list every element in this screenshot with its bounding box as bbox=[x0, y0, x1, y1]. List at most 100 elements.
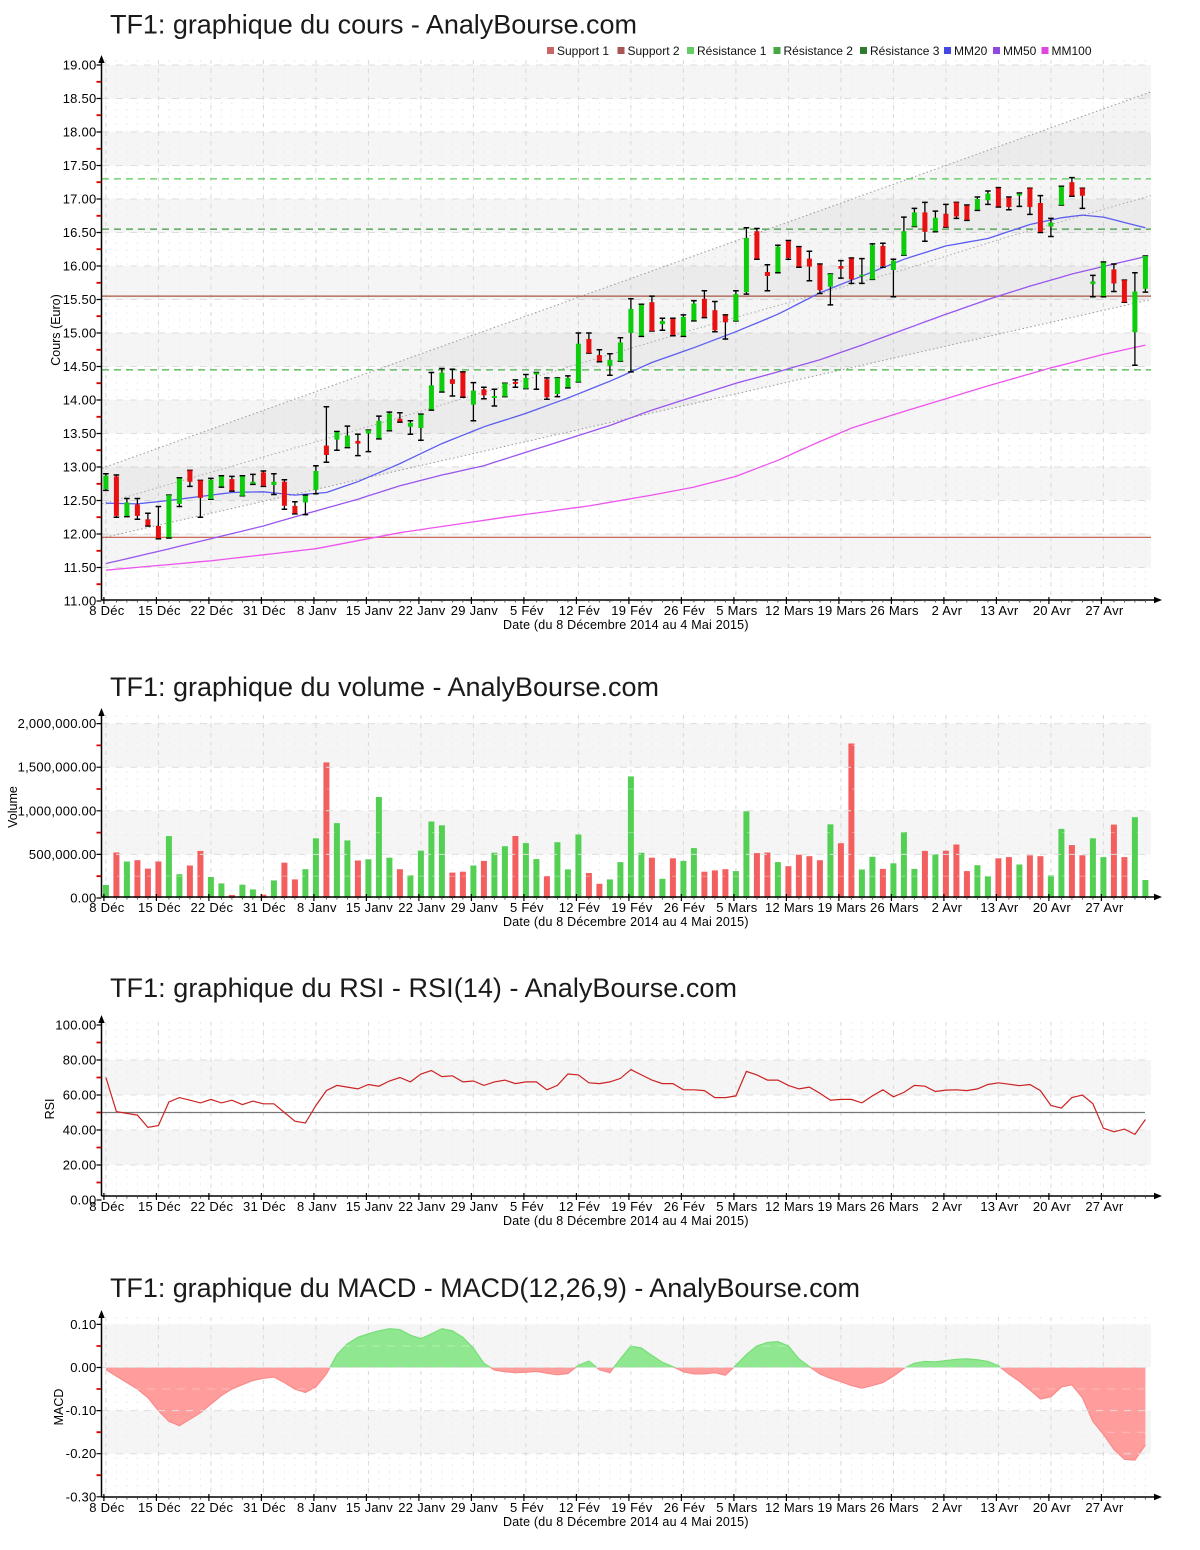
svg-text:0.00: 0.00 bbox=[70, 891, 96, 906]
svg-text:TF1: graphique du volume - Ana: TF1: graphique du volume - AnalyBourse.c… bbox=[110, 672, 659, 702]
svg-text:12 Fév: 12 Fév bbox=[559, 1500, 600, 1515]
svg-text:22 Déc: 22 Déc bbox=[191, 1500, 234, 1515]
svg-text:Cours (Euro): Cours (Euro) bbox=[49, 294, 63, 366]
svg-text:16.50: 16.50 bbox=[63, 225, 97, 240]
svg-text:13.00: 13.00 bbox=[63, 460, 97, 475]
svg-text:1,000,000.00: 1,000,000.00 bbox=[18, 803, 97, 818]
svg-text:100.00: 100.00 bbox=[55, 1018, 96, 1033]
svg-text:Date (du 8 Décembre 2014 au 4: Date (du 8 Décembre 2014 au 4 Mai 2015) bbox=[503, 915, 749, 929]
svg-text:31 Déc: 31 Déc bbox=[243, 900, 286, 915]
svg-text:2 Avr: 2 Avr bbox=[932, 1199, 963, 1214]
svg-text:13 Avr: 13 Avr bbox=[980, 1500, 1019, 1515]
svg-text:29 Janv: 29 Janv bbox=[451, 1199, 499, 1214]
svg-text:15.00: 15.00 bbox=[63, 326, 97, 341]
svg-text:20 Avr: 20 Avr bbox=[1033, 1500, 1072, 1515]
svg-text:19 Fév: 19 Fév bbox=[611, 603, 652, 618]
svg-text:26 Fév: 26 Fév bbox=[664, 1199, 705, 1214]
svg-text:RSI: RSI bbox=[43, 1099, 57, 1120]
svg-text:22 Janv: 22 Janv bbox=[398, 1500, 446, 1515]
svg-text:0.00: 0.00 bbox=[70, 1360, 96, 1375]
svg-text:MM20: MM20 bbox=[954, 44, 988, 58]
svg-text:27 Avr: 27 Avr bbox=[1085, 603, 1124, 618]
svg-text:Résistance 3: Résistance 3 bbox=[870, 44, 940, 58]
svg-text:13.50: 13.50 bbox=[63, 426, 97, 441]
svg-text:12 Fév: 12 Fév bbox=[559, 603, 600, 618]
svg-text:12 Mars: 12 Mars bbox=[765, 1500, 814, 1515]
svg-text:19 Mars: 19 Mars bbox=[818, 1199, 867, 1214]
svg-text:15 Déc: 15 Déc bbox=[138, 1500, 181, 1515]
svg-text:13 Avr: 13 Avr bbox=[980, 603, 1019, 618]
svg-text:1,500,000.00: 1,500,000.00 bbox=[18, 760, 97, 775]
svg-text:80.00: 80.00 bbox=[63, 1053, 97, 1068]
svg-text:Date (du 8 Décembre 2014 au 4: Date (du 8 Décembre 2014 au 4 Mai 2015) bbox=[503, 618, 749, 632]
svg-text:12 Mars: 12 Mars bbox=[765, 603, 814, 618]
svg-text:5 Mars: 5 Mars bbox=[716, 900, 757, 915]
svg-text:22 Janv: 22 Janv bbox=[398, 900, 446, 915]
svg-text:MM50: MM50 bbox=[1003, 44, 1037, 58]
svg-text:17.00: 17.00 bbox=[63, 192, 97, 207]
svg-text:15 Janv: 15 Janv bbox=[346, 603, 394, 618]
svg-text:MM100: MM100 bbox=[1052, 44, 1092, 58]
svg-text:15 Déc: 15 Déc bbox=[138, 603, 181, 618]
svg-text:20.00: 20.00 bbox=[63, 1158, 97, 1173]
svg-text:16.00: 16.00 bbox=[63, 259, 97, 274]
svg-text:26 Mars: 26 Mars bbox=[870, 900, 919, 915]
svg-text:8 Janv: 8 Janv bbox=[297, 1199, 337, 1214]
svg-text:Date (du 8 Décembre 2014 au 4: Date (du 8 Décembre 2014 au 4 Mai 2015) bbox=[503, 1515, 749, 1529]
svg-text:26 Fév: 26 Fév bbox=[664, 1500, 705, 1515]
svg-text:26 Fév: 26 Fév bbox=[664, 900, 705, 915]
svg-text:26 Mars: 26 Mars bbox=[870, 1199, 919, 1214]
svg-text:31 Déc: 31 Déc bbox=[243, 1500, 286, 1515]
svg-text:-0.30: -0.30 bbox=[66, 1489, 97, 1504]
svg-text:31 Déc: 31 Déc bbox=[243, 603, 286, 618]
svg-text:15 Janv: 15 Janv bbox=[346, 900, 394, 915]
svg-text:2,000,000.00: 2,000,000.00 bbox=[18, 716, 97, 731]
svg-text:12.50: 12.50 bbox=[63, 493, 97, 508]
svg-text:19 Fév: 19 Fév bbox=[611, 1500, 652, 1515]
svg-text:12 Fév: 12 Fév bbox=[559, 1199, 600, 1214]
svg-text:-0.10: -0.10 bbox=[66, 1403, 97, 1418]
svg-text:19.00: 19.00 bbox=[63, 58, 97, 73]
svg-text:13 Avr: 13 Avr bbox=[980, 1199, 1019, 1214]
svg-text:12 Fév: 12 Fév bbox=[559, 900, 600, 915]
svg-text:5 Mars: 5 Mars bbox=[716, 1199, 757, 1214]
svg-text:14.00: 14.00 bbox=[63, 393, 97, 408]
svg-text:40.00: 40.00 bbox=[63, 1123, 97, 1138]
svg-text:5 Mars: 5 Mars bbox=[716, 1500, 757, 1515]
svg-text:8 Janv: 8 Janv bbox=[297, 603, 337, 618]
svg-text:26 Mars: 26 Mars bbox=[870, 603, 919, 618]
svg-text:8 Janv: 8 Janv bbox=[297, 900, 337, 915]
svg-text:Date (du 8 Décembre 2014 au 4: Date (du 8 Décembre 2014 au 4 Mai 2015) bbox=[503, 1214, 749, 1228]
svg-text:8 Déc: 8 Déc bbox=[89, 1199, 124, 1214]
svg-text:22 Déc: 22 Déc bbox=[191, 603, 234, 618]
svg-text:27 Avr: 27 Avr bbox=[1085, 1500, 1124, 1515]
svg-text:27 Avr: 27 Avr bbox=[1085, 1199, 1124, 1214]
svg-text:12 Mars: 12 Mars bbox=[765, 1199, 814, 1214]
svg-text:5 Mars: 5 Mars bbox=[716, 603, 757, 618]
svg-text:29 Janv: 29 Janv bbox=[451, 900, 499, 915]
svg-text:5 Fév: 5 Fév bbox=[510, 603, 544, 618]
svg-text:13 Avr: 13 Avr bbox=[980, 900, 1019, 915]
svg-text:15 Janv: 15 Janv bbox=[346, 1500, 394, 1515]
svg-text:TF1: graphique du RSI - RSI(14: TF1: graphique du RSI - RSI(14) - AnalyB… bbox=[110, 973, 737, 1003]
svg-text:8 Déc: 8 Déc bbox=[89, 900, 124, 915]
svg-text:31 Déc: 31 Déc bbox=[243, 1199, 286, 1214]
svg-text:19 Mars: 19 Mars bbox=[818, 1500, 867, 1515]
svg-text:19 Fév: 19 Fév bbox=[611, 1199, 652, 1214]
svg-text:-0.20: -0.20 bbox=[66, 1446, 97, 1461]
svg-text:Support 1: Support 1 bbox=[557, 44, 609, 58]
svg-text:20 Avr: 20 Avr bbox=[1033, 1199, 1072, 1214]
svg-text:Résistance 1: Résistance 1 bbox=[697, 44, 767, 58]
svg-text:26 Mars: 26 Mars bbox=[870, 1500, 919, 1515]
svg-text:5 Fév: 5 Fév bbox=[510, 1199, 544, 1214]
svg-text:8 Déc: 8 Déc bbox=[89, 603, 124, 618]
svg-text:12.00: 12.00 bbox=[63, 527, 97, 542]
svg-text:18.00: 18.00 bbox=[63, 125, 97, 140]
svg-text:15.50: 15.50 bbox=[63, 292, 97, 307]
svg-text:8 Déc: 8 Déc bbox=[89, 1500, 124, 1515]
svg-text:2 Avr: 2 Avr bbox=[932, 900, 963, 915]
svg-text:27 Avr: 27 Avr bbox=[1085, 900, 1124, 915]
svg-text:0.10: 0.10 bbox=[70, 1317, 96, 1332]
svg-text:15 Déc: 15 Déc bbox=[138, 1199, 181, 1214]
svg-text:Volume: Volume bbox=[6, 786, 20, 828]
